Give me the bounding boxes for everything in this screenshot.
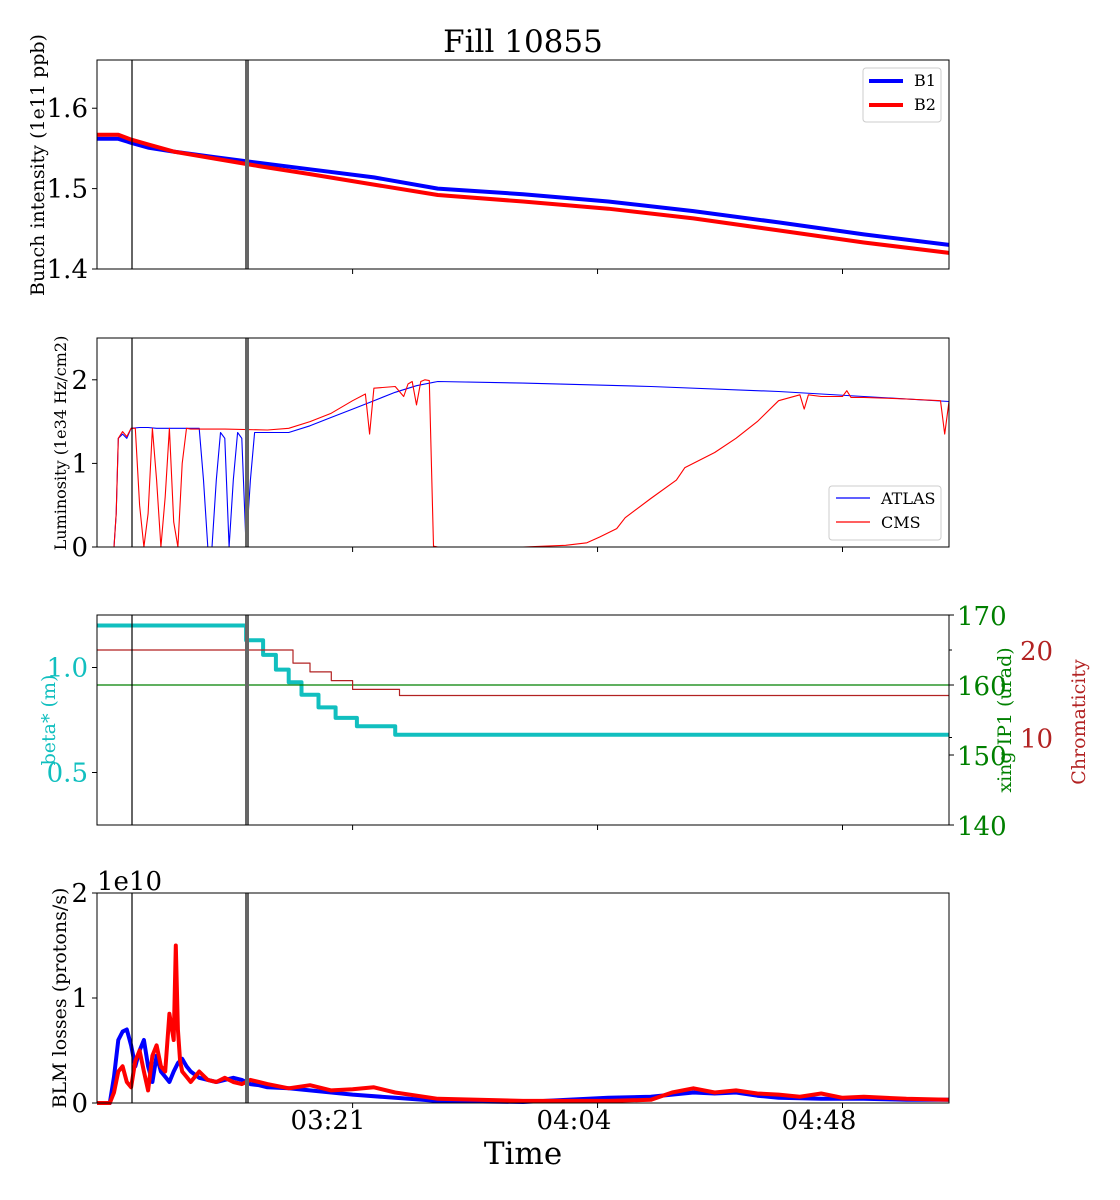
optics-panel: 0.5 1.0 140 150 160 170 10 20 — [47, 602, 1053, 842]
losses-ytick-label-2: 2 — [71, 879, 88, 909]
luminosity-series-cms — [97, 379, 950, 548]
intensity-legend: B1 B2 — [862, 67, 942, 123]
xtick-label-3: 04:48 — [782, 1106, 857, 1136]
xing-ylabel: xing IP1 (urad) — [994, 647, 1016, 792]
optics-ytick-label-1: 1.0 — [47, 654, 88, 684]
intensity-ytick-label-2: 1.6 — [47, 94, 88, 124]
figure-title: Fill 10855 — [443, 24, 603, 60]
intensity-ytick-label-0: 1.4 — [47, 255, 88, 285]
luminosity-legend: ATLAS CMS — [828, 485, 942, 541]
losses-axes-frame — [96, 892, 950, 1104]
optics-series-beta- — [97, 623, 949, 737]
luminosity-series-atlas — [97, 380, 950, 548]
xtick-label-1: 03:21 — [291, 1106, 366, 1136]
intensity-series-b1 — [97, 136, 950, 247]
chromaticity-ylabel: Chromaticity — [1068, 659, 1090, 785]
legend-b1-label: B1 — [914, 71, 936, 90]
legend-cms-label: CMS — [881, 513, 921, 532]
xing-ytick-label-1: 150 — [957, 742, 1007, 772]
losses-panel: 0 1 2 — [71, 879, 950, 1119]
x-axis-label: Time — [484, 1136, 562, 1172]
intensity-ytick-label-1: 1.5 — [47, 175, 88, 205]
losses-ytick-label-0: 0 — [71, 1089, 88, 1119]
chromaticity-ytick-label-1: 20 — [1020, 637, 1053, 667]
xing-ytick-label-3: 170 — [957, 602, 1007, 632]
losses-ytick-label-1: 1 — [71, 984, 88, 1014]
xing-ytick-label-0: 140 — [957, 812, 1007, 842]
luminosity-panel: 0 1 2 — [71, 337, 950, 563]
legend-b2-label: B2 — [914, 95, 936, 114]
beta-ylabel: beta* (m) — [38, 675, 60, 766]
optics-ytick-label-0: 0.5 — [47, 759, 88, 789]
legend-atlas-label: ATLAS — [880, 489, 936, 508]
luminosity-legend-frame — [828, 485, 942, 541]
optics-series-chromaticity — [97, 649, 949, 697]
losses-series-b2 — [97, 943, 950, 1105]
intensity-panel: 1.4 1.5 1.6 — [47, 59, 950, 285]
luminosity-ytick-label-1: 1 — [71, 449, 88, 479]
luminosity-ylabel: Luminosity (1e34 Hz/cm2) — [51, 336, 70, 551]
chromaticity-ytick-label-0: 10 — [1020, 725, 1053, 755]
losses-offset-text: 1e10 — [97, 867, 162, 897]
optics-axes-frame — [96, 614, 950, 826]
luminosity-ytick-label-2: 2 — [71, 366, 88, 396]
luminosity-ytick-label-0: 0 — [71, 533, 88, 563]
losses-ylabel: BLM losses (protons/s) — [49, 888, 71, 1109]
intensity-series-b2 — [97, 132, 950, 255]
intensity-ylabel: Bunch intensity (1e11 ppb) — [27, 34, 49, 296]
luminosity-axes-frame — [96, 337, 950, 548]
intensity-axes-frame — [96, 59, 950, 270]
xtick-label-2: 04:04 — [537, 1106, 612, 1136]
xing-ytick-label-2: 160 — [957, 672, 1007, 702]
